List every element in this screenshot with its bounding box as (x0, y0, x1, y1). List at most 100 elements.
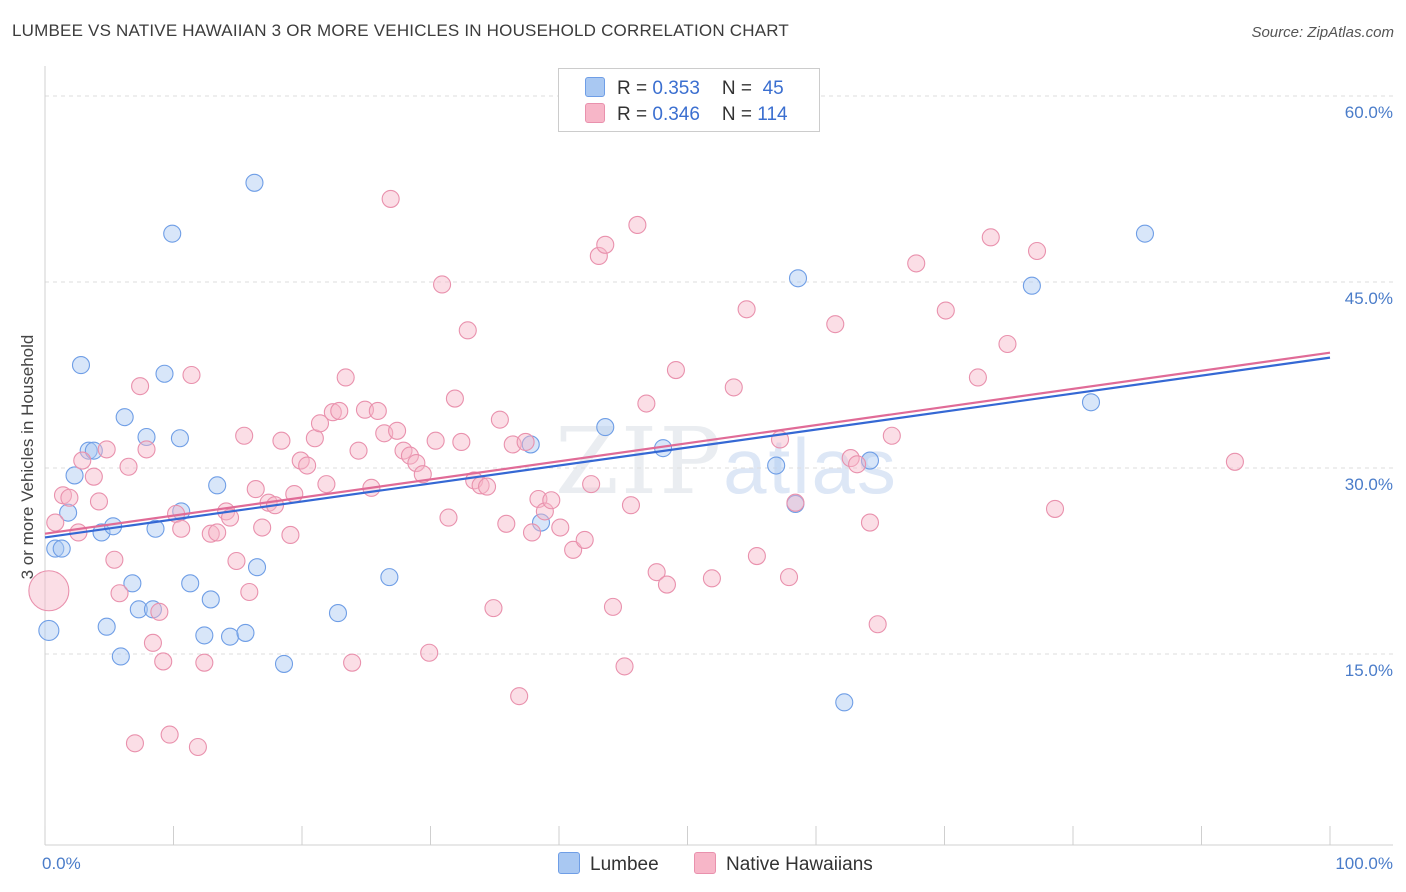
native-hawaiians-point (143, 633, 162, 652)
native-hawaiians-point (330, 401, 349, 421)
native-hawaiians-point (73, 451, 92, 470)
native-hawaiians-point (413, 465, 432, 484)
lumbee-point (195, 626, 214, 645)
native-hawaiians-point (826, 315, 845, 334)
lumbee-point (208, 476, 227, 495)
native-hawaiians-trend-line (44, 351, 1331, 535)
native-hawaiians-point (575, 530, 594, 549)
native-hawaiians-point (253, 518, 272, 537)
native-hawaiians-point (381, 189, 400, 208)
native-hawaiians-point (46, 513, 65, 532)
native-hawaiians-point (998, 334, 1017, 354)
native-hawaiians-point (97, 440, 116, 459)
native-hawaiians-point (246, 480, 265, 499)
native-hawaiians-point (433, 275, 452, 294)
lumbee-point (52, 539, 71, 558)
lumbee-point (201, 590, 220, 609)
native-hawaiians-point (637, 394, 656, 413)
native-hawaiians-point (981, 228, 1000, 247)
tick-labels: 15.0% 30.0% 45.0% 60.0% 0.0% 100.0% (42, 103, 1393, 873)
lumbee-point (38, 619, 60, 641)
native-hawaiians-point (666, 360, 685, 380)
native-hawaiians-point (201, 524, 220, 543)
bottom-legend-label-native-hawaiians: Native Hawaiians (726, 854, 873, 875)
native-hawaiians-point (582, 475, 601, 494)
native-hawaiians-point (195, 653, 214, 672)
native-hawaiians-point (779, 568, 799, 587)
native-hawaiians-point (182, 365, 201, 385)
native-hawaiians-point (516, 432, 535, 452)
native-hawaiians-point (542, 491, 561, 510)
native-hawaiians-point (154, 652, 173, 671)
bottom-legend-label-lumbee: Lumbee (590, 854, 659, 875)
native-hawaiians-point (89, 492, 109, 511)
native-hawaiians-point (368, 401, 387, 421)
native-hawaiians-point (323, 403, 342, 422)
native-hawaiians-point (615, 657, 634, 676)
native-hawaiians-point (388, 421, 407, 440)
native-hawaiians-point (628, 215, 647, 235)
lumbee-point (767, 456, 786, 475)
bottom-legend-swatch-native-hawaiians (694, 852, 716, 874)
lumbee-point (181, 574, 200, 593)
native-hawaiians-point (1045, 499, 1065, 518)
native-hawaiians-point (786, 493, 805, 512)
native-hawaiians-point (400, 446, 419, 465)
y-tick-label: 45.0% (1345, 289, 1393, 308)
native-hawaiians-point (317, 475, 336, 494)
legend-n-label: N = (721, 104, 758, 125)
lumbee-point (71, 356, 91, 375)
bottom-legend-lumbee: Lumbee (558, 852, 659, 876)
native-hawaiians-point (490, 410, 509, 429)
x-tick-label: 100.0% (1335, 854, 1393, 873)
native-hawaiians-point (860, 513, 880, 532)
lumbee-point (146, 519, 165, 538)
native-hawaiians-point (445, 389, 464, 408)
native-hawaiians-point (458, 321, 477, 340)
lumbee-points (38, 173, 1155, 712)
chart-title: LUMBEE VS NATIVE HAWAIIAN 3 OR MORE VEHI… (12, 21, 789, 40)
native-hawaiians-point (84, 467, 103, 486)
lumbee-point (835, 693, 854, 712)
native-hawaiians-point (172, 519, 191, 538)
native-hawaiians-point (272, 431, 291, 450)
lumbee-point (1135, 224, 1155, 243)
native-hawaiians-point (603, 597, 623, 616)
lumbee-point (97, 617, 116, 636)
bottom-legend-swatch-lumbee (558, 852, 580, 874)
native-hawaiians-point (336, 368, 355, 387)
native-hawaiians-point (439, 508, 458, 527)
lumbee-trend-line (44, 356, 1331, 539)
native-hawaiians-point (907, 254, 926, 273)
y-tick-label: 60.0% (1345, 103, 1393, 122)
native-hawaiians-point (131, 377, 150, 396)
native-hawaiians-point (510, 687, 529, 706)
lumbee-point (84, 441, 103, 460)
y-tick-label: 30.0% (1345, 475, 1393, 494)
lumbee-point (79, 441, 98, 460)
native-hawaiians-point (882, 426, 901, 445)
native-hawaiians-points (28, 189, 1244, 757)
lumbee-point (163, 224, 182, 243)
lumbee-point (170, 429, 189, 448)
native-hawaiians-point (551, 518, 570, 537)
native-hawaiians-point (298, 456, 317, 475)
native-hawaiians-point (936, 301, 955, 320)
x-tick-label: 0.0% (42, 854, 81, 873)
native-hawaiians-point (407, 453, 426, 473)
native-hawaiians-point (119, 457, 138, 476)
native-hawaiians-point (281, 525, 300, 545)
native-hawaiians-point (497, 514, 516, 533)
native-hawaiians-point (343, 653, 362, 672)
native-hawaiians-point (208, 523, 227, 542)
native-hawaiians-point (477, 477, 497, 496)
native-hawaiians-point (150, 602, 169, 621)
native-hawaiians-point (160, 725, 179, 744)
native-hawaiians-point (60, 488, 79, 507)
lumbee-point (59, 503, 78, 522)
native-hawaiians-point (747, 546, 766, 566)
legend-row-lumbee: R = 0.353 N = 45 (585, 77, 784, 100)
native-hawaiians-point (868, 615, 887, 634)
source-label: Source: ZipAtlas.com (1251, 24, 1394, 41)
